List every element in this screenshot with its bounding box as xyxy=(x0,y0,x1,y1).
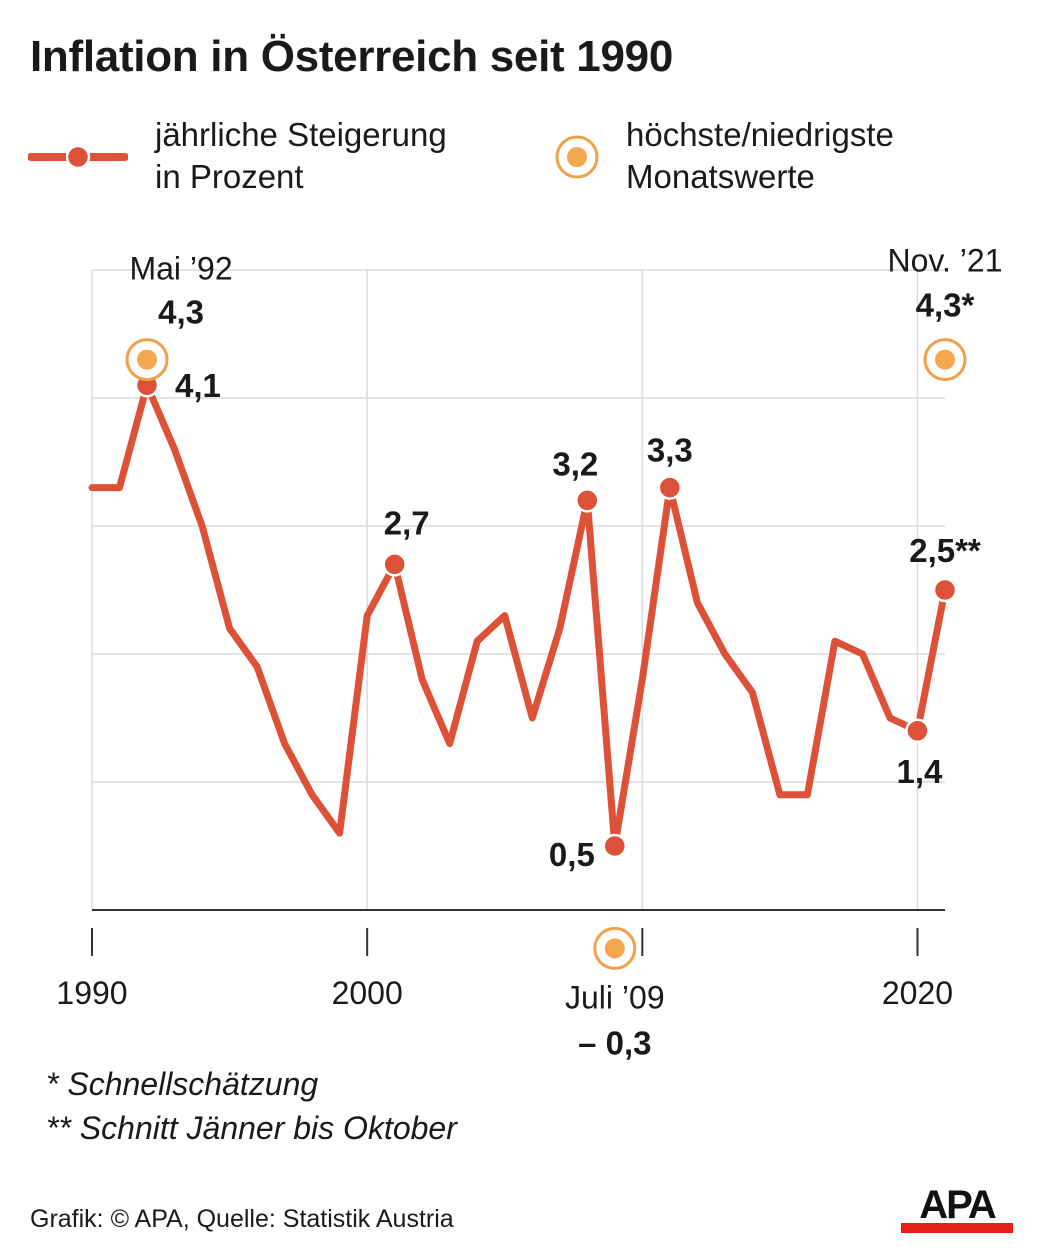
legend-line-label: jährliche Steigerung in Prozent xyxy=(155,114,447,198)
legend-ring-label-2: Monatswerte xyxy=(626,158,815,195)
data-label-1992: 4,1 xyxy=(175,367,221,404)
footnote-double-asterisk: ** Schnitt Jänner bis Oktober xyxy=(46,1110,457,1146)
data-label-2011: 3,3 xyxy=(647,432,693,469)
extreme-dot-1992 xyxy=(137,349,158,370)
data-label-2009: 0,5 xyxy=(549,836,595,873)
data-point-2001 xyxy=(382,552,407,577)
data-point-2021 xyxy=(932,577,958,603)
legend-line-label-2: in Prozent xyxy=(155,158,304,195)
extreme-dot-2021 xyxy=(935,349,955,370)
x-tick-label-2020: 2020 xyxy=(882,975,953,1011)
extreme-value-label-2009: – 0,3 xyxy=(578,1024,651,1061)
data-point-2009 xyxy=(602,833,628,859)
x-tick-label-1990: 1990 xyxy=(56,975,127,1011)
data-label-2020: 1,4 xyxy=(897,753,944,790)
data-point-2020 xyxy=(905,718,930,744)
legend-ring-icon xyxy=(555,135,599,179)
extreme-date-label-1992: Mai ’92 xyxy=(129,251,232,287)
extreme-date-label-2009: Juli ’09 xyxy=(565,979,665,1015)
source-credit: Grafik: © APA, Quelle: Statistik Austria xyxy=(30,1205,454,1233)
legend-ring-label-1: höchste/niedrigste xyxy=(626,116,894,153)
data-point-2008 xyxy=(575,488,600,513)
svg-text:APA: APA xyxy=(919,1185,996,1227)
footnote-asterisk: * Schnellschätzung xyxy=(46,1066,319,1102)
legend-line-label-1: jährliche Steigerung xyxy=(155,116,447,153)
data-label-2001: 2,7 xyxy=(384,504,430,541)
legend-line-icon xyxy=(28,144,128,170)
data-label-2008: 3,2 xyxy=(552,445,598,482)
extreme-value-label-2021: 4,3* xyxy=(916,287,975,324)
apa-logo: APA xyxy=(901,1185,1013,1233)
page-title: Inflation in Österreich seit 1990 xyxy=(30,32,673,81)
inflation-series-line xyxy=(88,381,949,850)
data-point-2011 xyxy=(657,475,683,500)
extreme-date-label-2021: Nov. ’21 xyxy=(887,243,1002,279)
legend-ring-label: höchste/niedrigste Monatswerte xyxy=(626,114,894,198)
data-label-2021: 2,5** xyxy=(909,532,981,569)
extreme-value-label-1992: 4,3 xyxy=(158,294,204,331)
x-tick-label-2000: 2000 xyxy=(332,975,403,1011)
extreme-dot-2009 xyxy=(604,938,625,959)
